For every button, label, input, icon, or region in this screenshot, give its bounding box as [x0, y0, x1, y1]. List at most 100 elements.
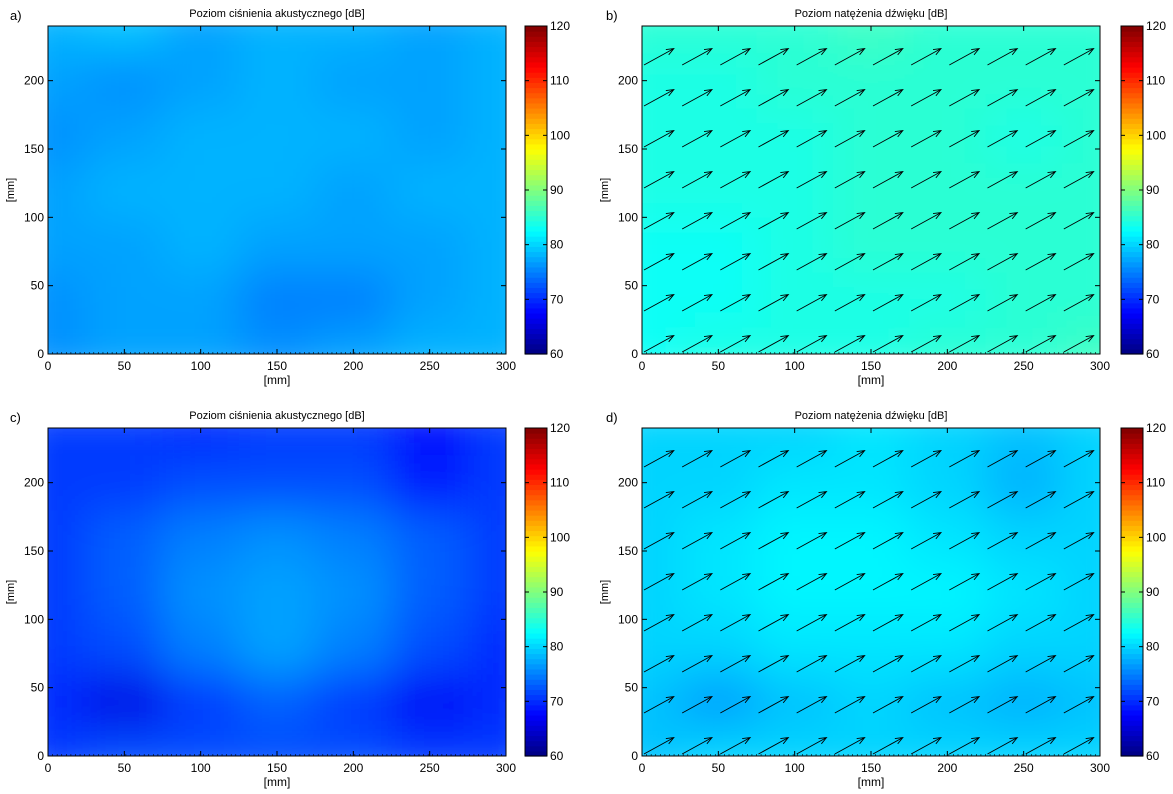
heatmap-cell — [86, 272, 163, 328]
heatmap-cell — [642, 674, 681, 730]
vector-arrow — [949, 737, 981, 755]
y-tick-label: 200 — [24, 74, 44, 88]
colorbar-segment — [1121, 612, 1143, 619]
heatmap-cell — [680, 53, 757, 109]
heatmap-field — [642, 26, 1100, 354]
colorbar-tick-label: 120 — [550, 421, 570, 435]
heatmap-cell — [832, 108, 910, 164]
vector-arrow — [1063, 335, 1095, 353]
vector-arrow — [681, 335, 714, 353]
vector-arrow — [720, 335, 752, 353]
colorbar-segment — [525, 246, 547, 253]
vector-arrow — [796, 450, 828, 468]
panel-label: a) — [10, 8, 22, 23]
heatmap-cell — [162, 272, 240, 328]
heatmap-cell — [467, 674, 506, 730]
vector-arrow — [758, 335, 790, 353]
vector-arrow — [949, 573, 981, 591]
colorbar-segment — [525, 143, 547, 150]
heatmap-cell — [162, 564, 240, 620]
vector-arrow — [720, 450, 752, 468]
heatmap-cell — [756, 455, 834, 511]
colorbar-segment — [525, 307, 547, 314]
vector-arrow — [872, 212, 904, 230]
colorbar-segment — [525, 510, 547, 516]
heatmap-cell — [1061, 272, 1100, 328]
colorbar-segment — [525, 679, 547, 685]
vector-arrow — [758, 450, 790, 468]
vector-arrow — [643, 573, 675, 591]
colorbar-segment — [525, 113, 547, 119]
vector-arrow — [949, 48, 981, 66]
vector-arrow — [1063, 737, 1095, 755]
vector-arrow — [643, 450, 675, 468]
x-axis-label: [mm] — [858, 775, 885, 789]
colorbar-segment — [525, 428, 547, 434]
vector-arrow — [834, 614, 866, 632]
vector-arrow — [834, 450, 866, 468]
colorbar-segment — [525, 535, 547, 542]
vector-arrow — [872, 696, 904, 714]
heatmap-field — [48, 26, 506, 354]
vector-arrow — [1025, 491, 1057, 509]
colorbar-segment — [525, 61, 547, 68]
heatmap-cell — [238, 272, 316, 328]
y-tick-label: 200 — [24, 476, 44, 490]
colorbar-segment — [1121, 499, 1143, 506]
colorbar-segment — [525, 499, 547, 506]
colorbar-segment — [525, 576, 547, 583]
colorbar-segment — [525, 530, 547, 537]
vector-arrow — [796, 89, 828, 107]
colorbar-segment — [525, 302, 547, 309]
x-tick-label: 200 — [937, 761, 957, 775]
heatmap-cell — [467, 455, 506, 511]
heatmap-cell — [162, 619, 240, 675]
colorbar-segment — [525, 479, 547, 485]
y-tick-label: 100 — [618, 612, 638, 626]
colorbar-tick-label: 100 — [1146, 128, 1166, 142]
colorbar-segment — [1121, 551, 1143, 557]
heatmap-cell — [86, 674, 163, 730]
heatmap-cell — [238, 455, 316, 511]
colorbar-segment — [1121, 740, 1143, 747]
x-tick-label: 200 — [937, 359, 957, 373]
vector-arrow — [949, 491, 981, 509]
colorbar-segment — [1121, 225, 1143, 232]
vector-arrow — [910, 171, 943, 189]
colorbar-segment — [525, 633, 547, 639]
colorbar-segment — [1121, 307, 1143, 314]
colorbar-segment — [525, 484, 547, 491]
vector-arrow — [834, 491, 866, 509]
heatmap-cell — [238, 108, 316, 164]
y-tick-label: 100 — [24, 612, 44, 626]
heatmap-cell — [680, 108, 757, 164]
colorbar-segment — [1121, 592, 1143, 598]
heatmap-cell — [756, 674, 834, 730]
vector-arrow — [872, 48, 904, 66]
colorbar-segment — [525, 638, 547, 644]
colorbar-segment — [1121, 643, 1143, 649]
vector-arrow — [949, 89, 981, 107]
vector-arrow — [949, 614, 981, 632]
vector-arrow — [872, 450, 904, 468]
colorbar-tick-label: 110 — [550, 476, 569, 490]
x-tick-label: 0 — [45, 761, 52, 775]
y-tick-label: 50 — [31, 279, 45, 293]
colorbar-segment — [525, 704, 547, 711]
heatmap-cell — [985, 162, 1063, 218]
heatmap-cell — [756, 510, 834, 566]
colorbar-segment — [525, 56, 547, 63]
colorbar-segment — [1121, 297, 1143, 304]
colorbar-segment — [1121, 633, 1143, 639]
vector-arrow — [796, 212, 828, 230]
colorbar-segment — [525, 338, 547, 345]
heatmap-cell — [467, 619, 506, 675]
vector-arrow — [1025, 335, 1057, 353]
colorbar-segment — [1121, 617, 1143, 624]
vector-field — [643, 48, 1095, 353]
y-tick-label: 0 — [631, 749, 638, 763]
heatmap-cell — [86, 564, 163, 620]
vector-arrow — [910, 491, 943, 509]
vector-arrow — [872, 737, 904, 755]
colorbar: 60 70 80 90 100 110 120 — [1120, 421, 1166, 763]
